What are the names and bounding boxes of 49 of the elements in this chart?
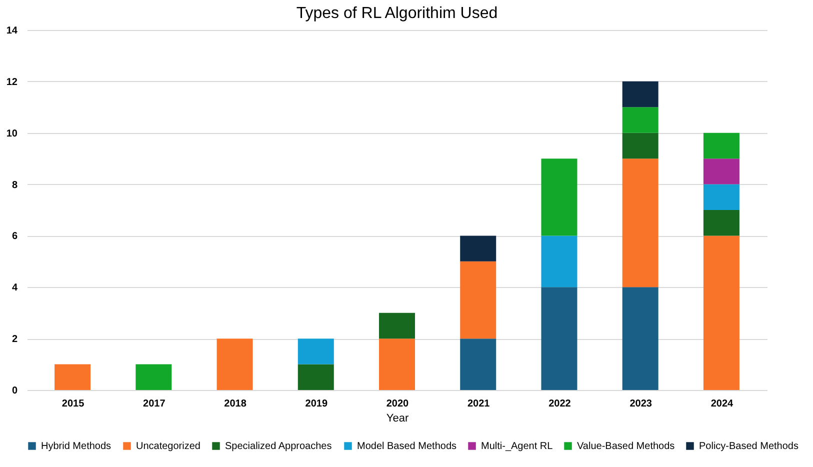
x-tick-label: 2021: [467, 398, 490, 410]
bar: [541, 287, 578, 390]
bar: [298, 338, 334, 364]
bar: [703, 210, 740, 236]
bar: [460, 261, 496, 339]
y-tick-label: 4: [12, 282, 18, 294]
bar: [298, 364, 334, 390]
y-tick-label: 8: [12, 180, 18, 191]
y-tick-label: 14: [6, 26, 18, 36]
bar: [703, 184, 740, 210]
x-tick-label: 2017: [143, 398, 166, 410]
x-tick-label: 2020: [386, 398, 410, 410]
x-tick-label: 2022: [548, 398, 572, 410]
bar: [216, 338, 253, 390]
y-tick-label: 0: [12, 386, 18, 396]
bar: [703, 158, 740, 184]
bar: [622, 158, 658, 288]
bar: [54, 364, 91, 390]
legend-label: Multi-_Agent RL: [481, 441, 554, 452]
bar: [703, 132, 740, 159]
legend-label: Model Based Methods: [357, 441, 457, 452]
bar: [541, 158, 578, 236]
y-tick-label: 10: [6, 128, 18, 140]
x-axis-title: Year: [386, 412, 409, 424]
legend-label: Policy-Based Methods: [699, 441, 798, 452]
y-tick-label: 6: [12, 231, 18, 242]
x-tick-label: 2023: [630, 398, 652, 410]
bar: [460, 236, 496, 262]
bar: [622, 107, 658, 133]
bar: [460, 338, 496, 390]
bar: [541, 236, 578, 288]
x-tick-label: 2019: [305, 398, 328, 410]
x-tick-label: 2018: [224, 398, 247, 410]
bar: [136, 364, 172, 390]
y-tick-label: 2: [12, 334, 18, 346]
bar: [622, 287, 658, 390]
legend-label: Uncategorized: [136, 441, 200, 452]
bar: [379, 312, 415, 339]
y-tick-label: 12: [6, 76, 18, 88]
x-tick-label: 2024: [710, 398, 734, 410]
x-tick-label: 2015: [62, 398, 85, 410]
bar: [622, 132, 658, 159]
bar: [622, 81, 658, 108]
bar: [379, 338, 415, 390]
legend-label: Specialized Approaches: [225, 441, 332, 452]
bar: [703, 236, 740, 390]
chart-title: Types of RL Algorithim Used: [296, 5, 498, 22]
legend-label: Value-Based Methods: [577, 441, 675, 452]
legend-label: Hybrid Methods: [41, 441, 112, 452]
